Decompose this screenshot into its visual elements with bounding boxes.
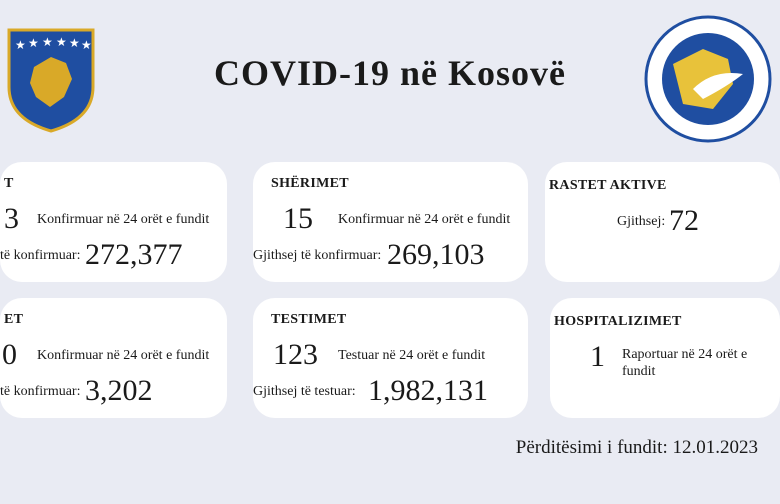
kosovo-emblem-icon: ★ ★ ★ ★ ★ ★	[7, 28, 95, 133]
daily-value: 3	[4, 202, 19, 235]
total-label: Gjithsej të testuar:	[253, 384, 356, 399]
svg-text:★: ★	[56, 35, 67, 49]
daily-label: Konfirmuar në 24 orët e fundit	[37, 212, 210, 227]
svg-text:★: ★	[69, 36, 80, 50]
card-heading: HOSPITALIZIMET	[554, 314, 682, 329]
card-heading: SHËRIMET	[271, 176, 349, 191]
daily-label: Konfirmuar në 24 orët e fundit	[338, 212, 511, 227]
total-label: Gjithsej:	[617, 214, 666, 229]
last-updated: Përditësimi i fundit: 12.01.2023	[515, 437, 758, 458]
card-hospitalizations: HOSPITALIZIMET 1 Raportuar në 24 orët e …	[550, 298, 780, 418]
card-deaths: ET 0 Konfirmuar në 24 orët e fundit të k…	[0, 298, 227, 418]
svg-text:★: ★	[28, 36, 39, 50]
total-value: 3,202	[85, 374, 153, 407]
daily-label: Raportuar në 24 orët e fundit	[622, 347, 748, 379]
card-heading: RASTET AKTIVE	[549, 178, 667, 193]
total-label: të konfirmuar:	[0, 384, 81, 399]
total-value: 269,103	[387, 238, 485, 271]
daily-value: 15	[283, 202, 313, 235]
card-tests: TESTIMET 123 Testuar në 24 orët e fundit…	[253, 298, 528, 418]
card-cases: T 3 Konfirmuar në 24 orët e fundit të ko…	[0, 162, 227, 282]
svg-text:★: ★	[81, 38, 92, 52]
total-value: 1,982,131	[368, 374, 488, 407]
total-value: 272,377	[85, 238, 183, 271]
total-value: 72	[669, 204, 699, 237]
card-heading: TESTIMET	[271, 312, 347, 327]
daily-label: Konfirmuar në 24 orët e fundit	[37, 348, 210, 363]
page-title: COVID-19 në Kosovë	[214, 53, 566, 93]
daily-label: Testuar në 24 orët e fundit	[338, 348, 486, 363]
card-active: RASTET AKTIVE Gjithsej: 72	[545, 162, 780, 282]
total-label: të konfirmuar:	[0, 248, 81, 263]
card-recoveries: SHËRIMET 15 Konfirmuar në 24 orët e fund…	[253, 162, 528, 282]
daily-value: 1	[590, 340, 605, 373]
card-heading: T	[4, 176, 14, 191]
card-heading: ET	[4, 312, 24, 327]
total-label: Gjithsej të konfirmuar:	[253, 248, 382, 263]
nipk-logo-icon	[644, 15, 772, 143]
daily-value: 123	[273, 338, 318, 371]
svg-text:★: ★	[15, 38, 26, 52]
svg-text:★: ★	[42, 35, 53, 49]
daily-value: 0	[2, 338, 17, 371]
